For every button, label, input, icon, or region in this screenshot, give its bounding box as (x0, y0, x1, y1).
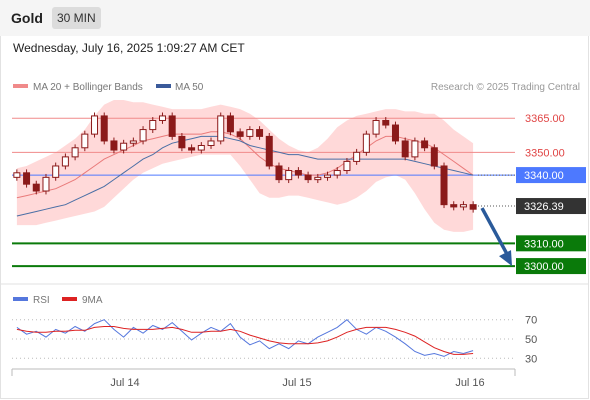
rsi-panel: 70 50 30 (12, 315, 537, 365)
rsi-line (16, 319, 474, 357)
candle-body (236, 131, 244, 137)
x-label-jul14: Jul 14 (110, 377, 139, 389)
candle-body (391, 124, 399, 142)
candle-body (139, 129, 147, 142)
candle-body (188, 147, 196, 151)
bollinger-band (16, 100, 474, 232)
candle-body (256, 129, 264, 137)
rsi-ma-line (16, 326, 474, 355)
support-label-box (516, 258, 586, 275)
candle-body (372, 119, 380, 135)
candle-body (226, 115, 234, 133)
candle-body (32, 183, 40, 192)
pivot-label-box (516, 167, 586, 184)
candle-body (304, 174, 312, 181)
candle-body (178, 135, 186, 149)
candle-body (13, 172, 21, 178)
ma50-line (16, 135, 474, 217)
ma20-legend-swatch (13, 84, 28, 88)
candle-body (275, 165, 283, 181)
arrow-shaft (480, 207, 509, 255)
resistance-label: 3365.00 (525, 113, 565, 125)
rsi-ma-legend-label: 9MA (82, 295, 103, 306)
candle-body (100, 115, 108, 142)
candle-body (362, 133, 370, 153)
candle-body (401, 140, 409, 158)
rsi-legend-label: RSI (33, 295, 50, 306)
candle-body (265, 135, 273, 167)
chart-datetime: Wednesday, July 16, 2025 1:09:27 AM CET (13, 41, 245, 55)
ma50-legend-label: MA 50 (175, 82, 204, 93)
candle-body (207, 140, 215, 146)
candle-body (23, 172, 31, 185)
support-label-box (516, 235, 586, 252)
candle-body (52, 165, 60, 178)
candle-body (110, 140, 118, 151)
candle-body (149, 119, 157, 131)
rsi-tick-label: 70 (525, 315, 537, 327)
candle-body (81, 133, 89, 149)
ma50-legend-swatch (156, 84, 171, 88)
candle-body (469, 204, 477, 210)
candle-body (71, 147, 79, 158)
candle-body (333, 170, 341, 176)
last-price-label: 3326.39 (524, 201, 564, 213)
candle-body (129, 140, 137, 144)
x-label-jul16: Jul 16 (455, 377, 484, 389)
bollinger-fill (16, 100, 474, 232)
candle-body (197, 145, 205, 151)
rsi-ma-legend-swatch (62, 297, 77, 301)
rsi-tick-label: 30 (525, 353, 537, 365)
candle-body (411, 140, 419, 158)
candles (13, 112, 477, 213)
candle-body (314, 176, 322, 181)
candle-body (459, 204, 467, 208)
candle-body (168, 115, 176, 137)
candle-body (42, 176, 50, 192)
rsi-tick-label: 50 (525, 334, 537, 346)
candle-body (158, 115, 166, 121)
candle-body (353, 151, 361, 162)
candle-body (421, 140, 429, 149)
last-price-label-box (516, 198, 586, 215)
candle-body (450, 204, 458, 208)
candle-body (324, 174, 332, 178)
candle-body (382, 119, 390, 126)
candle-body (285, 170, 293, 181)
level-labels: 3365.00 3350.00 3340.00 3326.39 3310.00 3300.… (516, 113, 586, 275)
candle-body (343, 160, 351, 172)
x-label-jul15: Jul 15 (282, 377, 311, 389)
candle-body (91, 115, 99, 135)
candle-body (430, 147, 438, 167)
rsi-legend-swatch (13, 297, 28, 301)
candle-body (61, 156, 69, 167)
support-label: 3310.00 (524, 238, 564, 250)
resistance-label: 3350.00 (525, 147, 565, 159)
header-bar: Gold 30 MIN (0, 0, 590, 36)
candle-body (440, 165, 448, 206)
candle-body (120, 142, 128, 151)
forecast-arrow (480, 207, 512, 267)
ma20-legend-label: MA 20 + Bollinger Bands (33, 82, 143, 93)
support-label: 3300.00 (524, 261, 564, 273)
candle-body (294, 170, 302, 176)
arrow-head (499, 250, 512, 267)
candle-body (217, 115, 225, 142)
timeframe-badge[interactable]: 30 MIN (52, 7, 101, 29)
credit-text: Research © 2025 Trading Central (431, 82, 580, 93)
pivot-label: 3340.00 (524, 170, 564, 182)
candle-body (246, 129, 254, 137)
instrument-title: Gold (11, 10, 43, 26)
